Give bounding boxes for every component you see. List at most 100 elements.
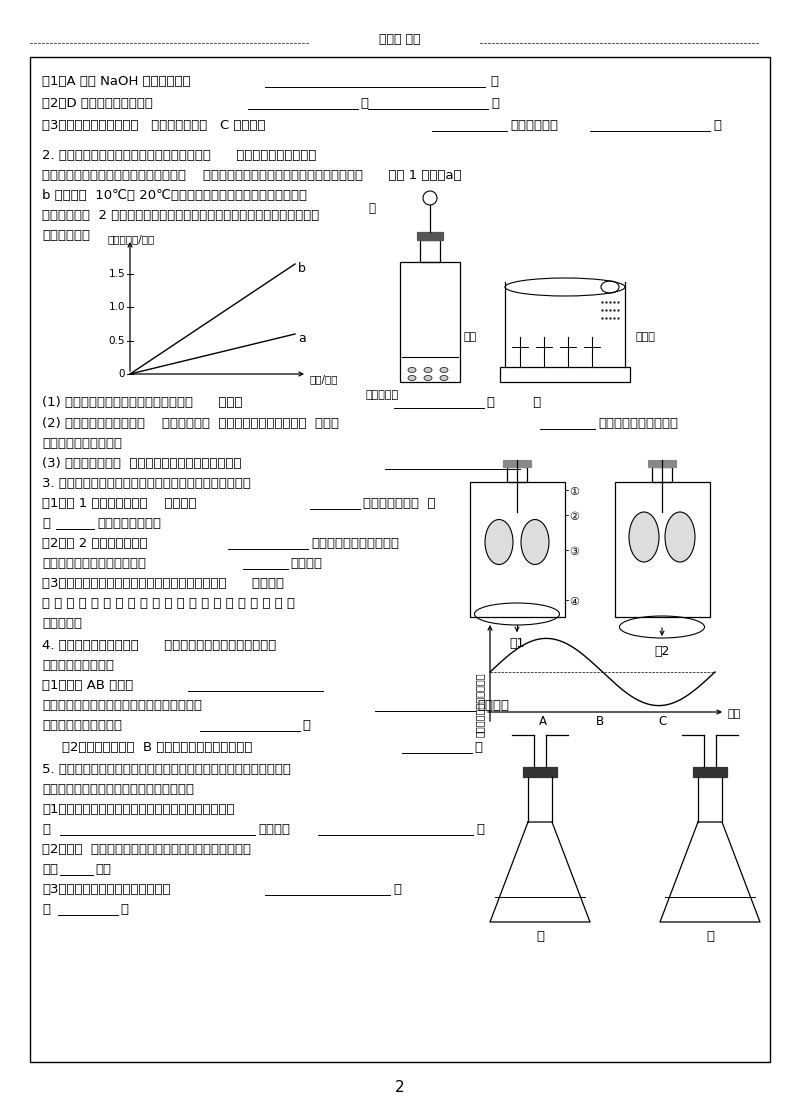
Text: 。: 。 <box>713 119 721 132</box>
Text: （2）在坐标系中的  B 点，肺内气压与大气压的值: （2）在坐标系中的 B 点，肺内气压与大气压的值 <box>62 741 252 754</box>
Text: （1）A 瓶内 NaOH 溶液的作用是: （1）A 瓶内 NaOH 溶液的作用是 <box>42 75 190 88</box>
Ellipse shape <box>424 367 432 373</box>
Text: 。: 。 <box>491 97 499 110</box>
Bar <box>652 467 672 482</box>
Text: 种子: 种子 <box>464 332 478 342</box>
Text: 2. 某研究人员曾经对绿色植物的光合作用与呼      吸作用作过以下研究。: 2. 某研究人员曾经对绿色植物的光合作用与呼 吸作用作过以下研究。 <box>42 149 316 162</box>
Text: （2）D 瓶内石灰水的作用是: （2）D 瓶内石灰水的作用是 <box>42 97 153 110</box>
Text: 实验二：按图  2 所示装置进行黄豆种子呼吸作用和番茄植株光合作用实验。: 实验二：按图 2 所示装置进行黄豆种子呼吸作用和番茄植株光合作用实验。 <box>42 209 319 222</box>
Bar <box>400 262 460 382</box>
Ellipse shape <box>424 375 432 381</box>
Text: 据图回答下列问题：: 据图回答下列问题： <box>42 659 114 672</box>
Text: 时膈肌所处的运动状态，: 时膈肌所处的运动状态， <box>311 537 399 549</box>
Bar <box>420 240 440 262</box>
Text: 哪: 哪 <box>393 882 401 896</box>
Text: ③: ③ <box>569 547 579 557</box>
Text: （1）曲线 AB 段表示: （1）曲线 AB 段表示 <box>42 679 134 692</box>
Text: ④: ④ <box>569 597 579 607</box>
Text: （2）经向  两瓶内分别吹气、吸气后，石灰水明显变浑浊: （2）经向 两瓶内分别吹气、吸气后，石灰水明显变浑浊 <box>42 842 251 856</box>
Text: 模拟人体的胸廓。: 模拟人体的胸廓。 <box>97 517 161 529</box>
Text: 瓶: 瓶 <box>42 904 50 916</box>
Text: 0.5: 0.5 <box>109 335 125 345</box>
Text: 水: 水 <box>368 202 375 215</box>
Text: 图2: 图2 <box>654 645 670 658</box>
Text: 5. 下图是验证人体呼出的气体中含有较多的二氧化碳的实验装置，瓶: 5. 下图是验证人体呼出的气体中含有较多的二氧化碳的实验装置，瓶 <box>42 763 291 776</box>
Text: 1.5: 1.5 <box>108 269 125 279</box>
Bar <box>500 367 630 382</box>
Text: 时间/小时: 时间/小时 <box>310 374 338 384</box>
Text: 有孔塑料板: 有孔塑料板 <box>365 390 398 400</box>
Text: 肺内气压与外界大气压差: 肺内气压与外界大气压差 <box>475 672 485 737</box>
Ellipse shape <box>440 367 448 373</box>
Ellipse shape <box>629 512 659 562</box>
Text: 廓的前后径和上下径都: 廓的前后径和上下径都 <box>42 719 122 731</box>
Bar <box>648 460 676 467</box>
Text: （3）在本实验中，起对照作用的是: （3）在本实验中，起对照作用的是 <box>42 882 170 896</box>
Text: 玻璃罩: 玻璃罩 <box>635 332 655 342</box>
Text: (3) 联系本实验，试  分析吐鲁番瓜果特别甜的原因。: (3) 联系本实验，试 分析吐鲁番瓜果特别甜的原因。 <box>42 457 242 470</box>
Text: 径的变化。: 径的变化。 <box>42 617 82 630</box>
Text: ，向乙瓶: ，向乙瓶 <box>258 823 290 836</box>
Text: 番茄植株的光合作用。: 番茄植株的光合作用。 <box>42 437 122 450</box>
Text: 时间: 时间 <box>727 709 740 719</box>
Bar <box>470 482 565 617</box>
Bar <box>417 232 443 240</box>
Ellipse shape <box>408 367 416 373</box>
Bar <box>507 467 527 482</box>
Text: （3）若用此实验装置探究人体吸气和呼气的原理，      则此实验: （3）若用此实验装置探究人体吸气和呼气的原理， 则此实验 <box>42 577 284 591</box>
Text: 的是: 的是 <box>42 862 58 876</box>
Bar <box>523 767 557 777</box>
Text: 装 置 还 存 在 不 足 ， 因 为 它 无 法 模 拟 胸 廓 前 后 径 和: 装 置 还 存 在 不 足 ， 因 为 它 无 法 模 拟 胸 廓 前 后 径 … <box>42 597 295 611</box>
Text: 径增大。: 径增大。 <box>290 557 322 571</box>
Text: 。: 。 <box>474 741 482 754</box>
Ellipse shape <box>408 375 416 381</box>
Bar <box>503 460 531 467</box>
Text: a: a <box>298 332 306 345</box>
Text: 此时由于膈肌的收缩，胸腔的: 此时由于膈肌的收缩，胸腔的 <box>42 557 146 571</box>
Text: 时，就会促进玻璃罩内: 时，就会促进玻璃罩内 <box>598 417 678 430</box>
Text: 氧气吸收量/毫克: 氧气吸收量/毫克 <box>108 234 155 244</box>
Bar <box>693 767 727 777</box>
Text: 、: 、 <box>360 97 368 110</box>
Ellipse shape <box>521 519 549 565</box>
Text: （3）若将萌发的种子换成   大豆幼苗，应对   C 装置进行: （3）若将萌发的种子换成 大豆幼苗，应对 C 装置进行 <box>42 119 266 132</box>
Text: C: C <box>658 715 666 728</box>
Text: 时肺内气压的变化；此时，肋间肌和膈肌处于: 时肺内气压的变化；此时，肋间肌和膈肌处于 <box>42 699 202 712</box>
Text: 状态，胸: 状态，胸 <box>477 699 509 712</box>
Text: 处理，目的是: 处理，目的是 <box>510 119 558 132</box>
Text: (2) 由实验一结果可推知：    在实验二中，  当广口瓶内黄豆种子温度  。适当: (2) 由实验一结果可推知： 在实验二中， 当广口瓶内黄豆种子温度 。适当 <box>42 417 339 430</box>
Text: 乙: 乙 <box>706 930 714 944</box>
Text: 实验一：将某绿色植物放在黑暗装置中，    分别测定在不同温度下植物对氧气的吸收量，      如图 1 所示。a、: 实验一：将某绿色植物放在黑暗装置中， 分别测定在不同温度下植物对氧气的吸收量， … <box>42 169 462 182</box>
Text: A: A <box>539 715 547 728</box>
Text: B: B <box>595 715 603 728</box>
Text: b: b <box>298 262 306 275</box>
Text: 请分析回答：: 请分析回答： <box>42 229 90 242</box>
Text: 。: 。 <box>490 75 498 88</box>
Text: 模拟人体的膈，  序: 模拟人体的膈， 序 <box>363 497 435 509</box>
Text: 2: 2 <box>395 1080 405 1094</box>
Text: （2）图 2 模拟的是人体在: （2）图 2 模拟的是人体在 <box>42 537 147 549</box>
Text: 。         ，: 。 ， <box>487 396 542 408</box>
Text: 3. 下图是模拟膈肌运动的实验装置及实验过程。请回答：: 3. 下图是模拟膈肌运动的实验装置及实验过程。请回答： <box>42 477 251 490</box>
Text: ①: ① <box>569 487 579 497</box>
Text: 0: 0 <box>118 369 125 379</box>
Text: (1) 分析实验一可知，温度越高植物吸收      氧气越: (1) 分析实验一可知，温度越高植物吸收 氧气越 <box>42 396 242 408</box>
Text: 。: 。 <box>302 719 310 731</box>
Text: 1.0: 1.0 <box>109 302 125 312</box>
Text: 号: 号 <box>42 517 50 529</box>
Text: 4. 右图是某人在一次平静      呼吸中肺内气压的变化曲线，请: 4. 右图是某人在一次平静 呼吸中肺内气压的变化曲线，请 <box>42 639 276 652</box>
Text: 名校名 推荐: 名校名 推荐 <box>379 33 421 46</box>
Text: 。: 。 <box>120 904 128 916</box>
Text: （1）如果吹气和吸气均选择弯管，在实验时，应向甲: （1）如果吹气和吸气均选择弯管，在实验时，应向甲 <box>42 803 234 816</box>
Text: （1）图 1 所示的实验装置    中，序号: （1）图 1 所示的实验装置 中，序号 <box>42 497 197 509</box>
Text: 瓶: 瓶 <box>42 823 50 836</box>
Ellipse shape <box>440 375 448 381</box>
Text: b 分别表示  10℃和 20℃时植物吸收氧气量随时间变化的情况。: b 分别表示 10℃和 20℃时植物吸收氧气量随时间变化的情况。 <box>42 189 307 202</box>
Text: ；: ； <box>476 823 484 836</box>
Text: 甲: 甲 <box>536 930 544 944</box>
Text: 图1: 图1 <box>510 637 525 650</box>
Text: 瓶；: 瓶； <box>95 862 111 876</box>
Ellipse shape <box>665 512 695 562</box>
Ellipse shape <box>485 519 513 565</box>
Text: ②: ② <box>569 512 579 522</box>
